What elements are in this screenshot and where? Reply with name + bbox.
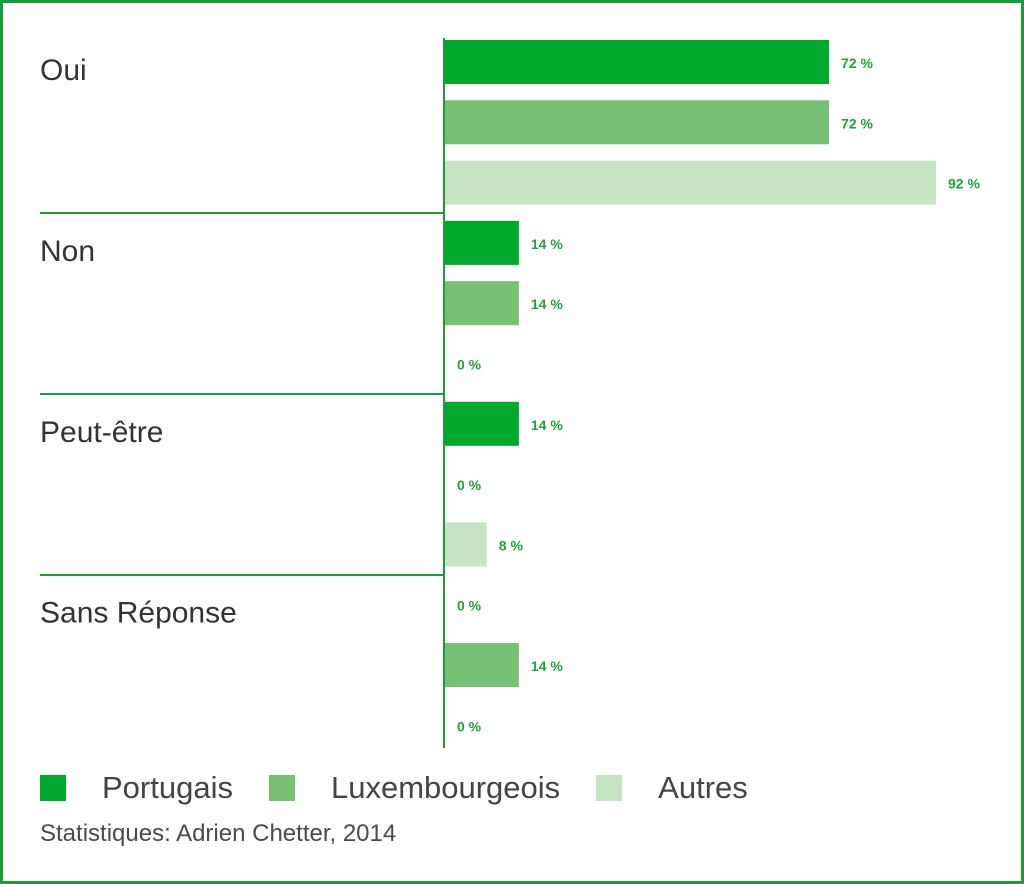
category-label-1: Non [40, 235, 95, 268]
bar-2-0 [444, 401, 519, 446]
value-label-2-1: 0 % [457, 477, 482, 493]
value-label-3-1: 14 % [531, 658, 563, 674]
legend-label-luxembourgeois: Luxembourgeois [330, 770, 561, 805]
category-labels: Oui Non Peut-être Sans Réponse [40, 54, 237, 630]
bar-0-2 [444, 160, 936, 205]
legend-swatch-luxembourgeois [268, 775, 295, 801]
value-label-1-2: 0 % [457, 357, 482, 373]
bars [444, 40, 936, 687]
value-label-3-2: 0 % [457, 718, 482, 734]
value-label-1-0: 14 % [531, 236, 563, 252]
value-label-3-0: 0 % [457, 598, 482, 614]
value-label-2-2: 8 % [499, 537, 524, 553]
category-label-0: Oui [40, 54, 87, 87]
bar-chart: Oui Non Peut-être Sans Réponse 72 % 72 % 92 %… [40, 38, 980, 748]
value-labels: 72 % 72 % 92 % 14 % 14 % 0 % 14 % 0 % 8 % 0 % 14 %… [457, 55, 980, 734]
bar-2-2 [444, 522, 487, 567]
bar-0-1 [444, 100, 830, 145]
legend-item-autres: Autres [596, 770, 748, 806]
bar-1-0 [444, 220, 519, 265]
value-label-2-0: 14 % [531, 417, 563, 433]
bar-1-1 [444, 281, 519, 326]
category-label-3: Sans Réponse [40, 597, 237, 630]
value-label-1-1: 14 % [531, 296, 563, 312]
value-label-0-2: 92 % [948, 176, 980, 192]
value-label-0-1: 72 % [841, 115, 873, 131]
source-note: Statistiques: Adrien Chetter, 2014 [40, 820, 397, 847]
bar-0-0 [444, 40, 830, 84]
category-label-2: Peut-être [40, 416, 163, 449]
legend-item-luxembourgeois: Luxembourgeois [268, 770, 561, 806]
value-label-0-0: 72 % [841, 55, 873, 71]
legend-label-autres: Autres [658, 770, 748, 805]
legend-label-portugais: Portugais [102, 770, 233, 805]
legend-swatch-portugais [40, 775, 66, 801]
legend: Portugais Luxembourgeois Autres [40, 770, 784, 806]
legend-swatch-autres [596, 775, 623, 801]
category-separators [40, 212, 444, 576]
legend-item-portugais: Portugais [40, 770, 233, 806]
bar-3-1 [444, 643, 519, 687]
